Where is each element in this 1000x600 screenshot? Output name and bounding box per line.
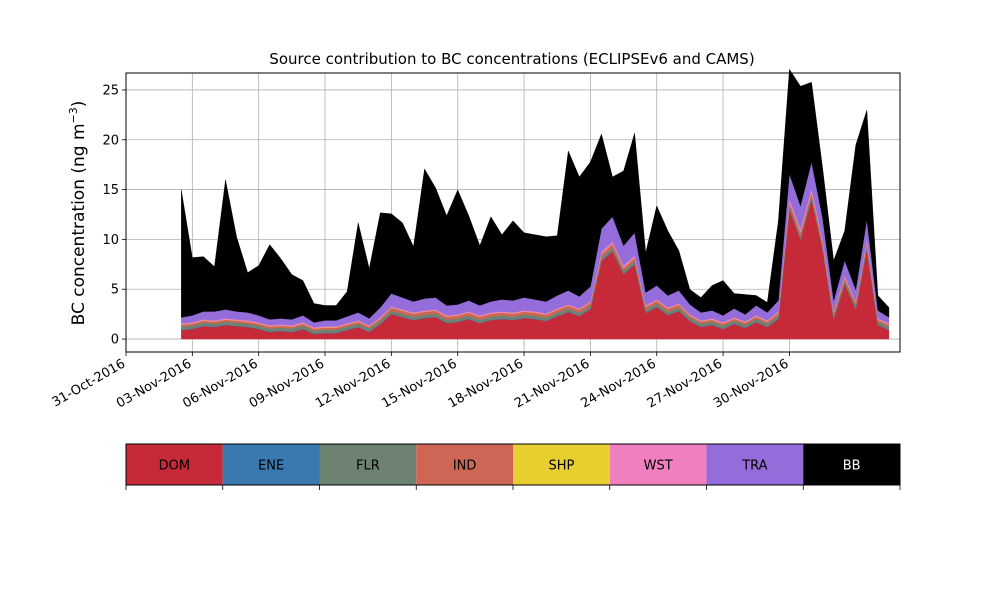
- legend-swatch-bb: [803, 444, 900, 485]
- y-tick-label: 10: [102, 233, 119, 248]
- area-series-bb: [181, 68, 890, 323]
- legend-swatch-dom: [126, 444, 223, 485]
- legend-label-wst: WST: [644, 459, 673, 474]
- legend-label-bb: BB: [843, 459, 861, 474]
- y-tick-label: 20: [102, 133, 119, 148]
- y-tick-label: 5: [111, 283, 119, 298]
- legend-swatch-tra: [706, 444, 804, 485]
- y-axis-label-close: ): [69, 101, 89, 108]
- area-layer: [181, 68, 890, 340]
- y-axis-label: BC concentration (ng m−3): [67, 101, 89, 326]
- legend-label-tra: TRA: [741, 459, 767, 474]
- legend-swatch-flr: [319, 444, 417, 485]
- legend-label-flr: FLR: [356, 459, 380, 474]
- y-tick-label: 15: [102, 183, 119, 198]
- legend-swatch-shp: [513, 444, 610, 485]
- legend-label-shp: SHP: [548, 459, 574, 474]
- legend-colorbar: DOM ENE FLR IND SHP WST TRA BB: [125, 443, 901, 490]
- y-tick-label: 25: [102, 83, 119, 98]
- legend-swatch-wst: [609, 444, 707, 485]
- plot-frame: [125, 72, 901, 353]
- legend-swatch-ind: [416, 444, 513, 485]
- y-axis-label-superscript: −3: [67, 107, 80, 123]
- chart-title: Source contribution to BC concentrations…: [269, 50, 754, 68]
- y-axis-label-main: BC concentration (ng m: [69, 123, 89, 325]
- y-tick-label: 0: [111, 333, 119, 348]
- legend-label-ene: ENE: [258, 459, 284, 474]
- x-tick-label: 30-Nov-2016: [711, 356, 791, 411]
- legend-label-ind: IND: [453, 459, 477, 474]
- legend-label-dom: DOM: [159, 459, 190, 474]
- legend-swatch-ene: [222, 444, 320, 485]
